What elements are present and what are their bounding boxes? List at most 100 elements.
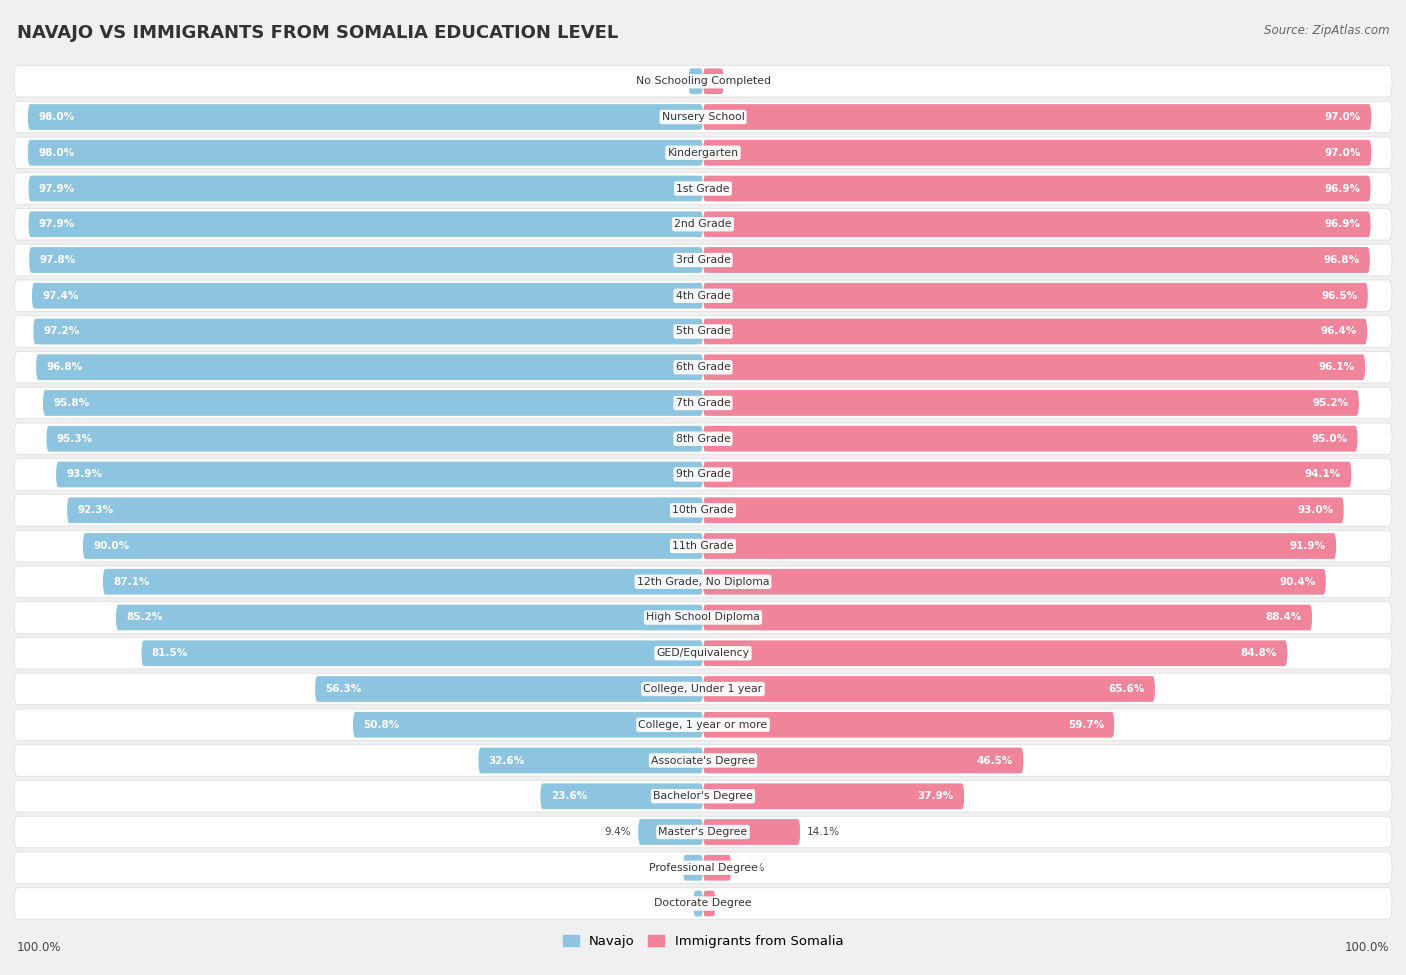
FancyBboxPatch shape	[703, 712, 1115, 738]
FancyBboxPatch shape	[14, 674, 1392, 705]
Text: 37.9%: 37.9%	[918, 792, 953, 801]
Text: 3rd Grade: 3rd Grade	[675, 255, 731, 265]
FancyBboxPatch shape	[14, 888, 1392, 919]
Text: 4.1%: 4.1%	[738, 863, 765, 873]
FancyBboxPatch shape	[14, 209, 1392, 240]
Text: 96.8%: 96.8%	[46, 363, 83, 372]
FancyBboxPatch shape	[14, 459, 1392, 490]
Text: 46.5%: 46.5%	[977, 756, 1012, 765]
Text: NAVAJO VS IMMIGRANTS FROM SOMALIA EDUCATION LEVEL: NAVAJO VS IMMIGRANTS FROM SOMALIA EDUCAT…	[17, 24, 619, 42]
FancyBboxPatch shape	[14, 352, 1392, 383]
FancyBboxPatch shape	[315, 676, 703, 702]
FancyBboxPatch shape	[46, 426, 703, 451]
Text: 7th Grade: 7th Grade	[676, 398, 730, 408]
Text: 32.6%: 32.6%	[489, 756, 524, 765]
FancyBboxPatch shape	[703, 641, 1288, 666]
Text: 59.7%: 59.7%	[1067, 720, 1104, 729]
FancyBboxPatch shape	[83, 533, 703, 559]
Text: 85.2%: 85.2%	[127, 612, 163, 622]
FancyBboxPatch shape	[14, 566, 1392, 598]
Text: 98.0%: 98.0%	[38, 112, 75, 122]
FancyBboxPatch shape	[683, 855, 703, 880]
Text: 5th Grade: 5th Grade	[676, 327, 730, 336]
FancyBboxPatch shape	[14, 816, 1392, 847]
Text: Bachelor's Degree: Bachelor's Degree	[652, 792, 754, 801]
FancyBboxPatch shape	[14, 245, 1392, 276]
FancyBboxPatch shape	[14, 316, 1392, 347]
Text: 97.0%: 97.0%	[1324, 148, 1361, 158]
Text: 56.3%: 56.3%	[325, 684, 361, 694]
Text: 97.4%: 97.4%	[42, 291, 79, 300]
Text: 100.0%: 100.0%	[1344, 941, 1389, 954]
FancyBboxPatch shape	[34, 319, 703, 344]
FancyBboxPatch shape	[142, 641, 703, 666]
Text: 93.0%: 93.0%	[1298, 505, 1333, 515]
FancyBboxPatch shape	[32, 283, 703, 309]
FancyBboxPatch shape	[14, 781, 1392, 812]
FancyBboxPatch shape	[44, 390, 703, 416]
FancyBboxPatch shape	[703, 568, 1326, 595]
FancyBboxPatch shape	[56, 461, 703, 488]
FancyBboxPatch shape	[703, 604, 1312, 631]
FancyBboxPatch shape	[14, 65, 1392, 97]
FancyBboxPatch shape	[703, 139, 1371, 166]
FancyBboxPatch shape	[14, 530, 1392, 562]
Text: No Schooling Completed: No Schooling Completed	[636, 76, 770, 86]
FancyBboxPatch shape	[703, 819, 800, 845]
Text: 97.9%: 97.9%	[39, 219, 75, 229]
Text: Master's Degree: Master's Degree	[658, 827, 748, 837]
FancyBboxPatch shape	[703, 212, 1371, 237]
Text: 96.9%: 96.9%	[1324, 183, 1360, 193]
FancyBboxPatch shape	[28, 176, 703, 202]
FancyBboxPatch shape	[703, 676, 1154, 702]
FancyBboxPatch shape	[689, 68, 703, 95]
FancyBboxPatch shape	[703, 497, 1344, 524]
Text: 100.0%: 100.0%	[17, 941, 62, 954]
FancyBboxPatch shape	[703, 68, 724, 95]
FancyBboxPatch shape	[703, 354, 1365, 380]
Text: 23.6%: 23.6%	[551, 792, 586, 801]
Text: 2.9%: 2.9%	[650, 863, 676, 873]
FancyBboxPatch shape	[703, 748, 1024, 773]
FancyBboxPatch shape	[703, 533, 1336, 559]
Text: 8th Grade: 8th Grade	[676, 434, 730, 444]
Text: 94.1%: 94.1%	[1305, 470, 1341, 480]
Text: 96.9%: 96.9%	[1324, 219, 1360, 229]
Text: 90.0%: 90.0%	[93, 541, 129, 551]
FancyBboxPatch shape	[703, 783, 965, 809]
Text: Professional Degree: Professional Degree	[648, 863, 758, 873]
FancyBboxPatch shape	[14, 173, 1392, 204]
Text: 84.8%: 84.8%	[1240, 648, 1277, 658]
Text: Kindergarten: Kindergarten	[668, 148, 738, 158]
Text: 97.0%: 97.0%	[1324, 112, 1361, 122]
FancyBboxPatch shape	[14, 423, 1392, 454]
FancyBboxPatch shape	[703, 890, 716, 916]
Text: 1.4%: 1.4%	[659, 899, 686, 909]
Text: 4th Grade: 4th Grade	[676, 291, 730, 300]
Text: 90.4%: 90.4%	[1279, 577, 1316, 587]
FancyBboxPatch shape	[703, 104, 1371, 130]
Text: 98.0%: 98.0%	[38, 148, 75, 158]
Text: GED/Equivalency: GED/Equivalency	[657, 648, 749, 658]
FancyBboxPatch shape	[638, 819, 703, 845]
Text: Doctorate Degree: Doctorate Degree	[654, 899, 752, 909]
Text: 97.9%: 97.9%	[39, 183, 75, 193]
Legend: Navajo, Immigrants from Somalia: Navajo, Immigrants from Somalia	[558, 930, 848, 954]
FancyBboxPatch shape	[703, 247, 1369, 273]
Text: 2nd Grade: 2nd Grade	[675, 219, 731, 229]
FancyBboxPatch shape	[67, 497, 703, 524]
Text: 65.6%: 65.6%	[1108, 684, 1144, 694]
FancyBboxPatch shape	[28, 139, 703, 166]
Text: High School Diploma: High School Diploma	[647, 612, 759, 622]
Text: Associate's Degree: Associate's Degree	[651, 756, 755, 765]
FancyBboxPatch shape	[14, 602, 1392, 633]
Text: 97.2%: 97.2%	[44, 327, 80, 336]
FancyBboxPatch shape	[353, 712, 703, 738]
Text: 11th Grade: 11th Grade	[672, 541, 734, 551]
FancyBboxPatch shape	[703, 283, 1368, 309]
Text: 93.9%: 93.9%	[66, 470, 103, 480]
Text: 3.0%: 3.0%	[731, 76, 756, 86]
Text: 14.1%: 14.1%	[807, 827, 841, 837]
Text: 95.3%: 95.3%	[56, 434, 93, 444]
Text: 91.9%: 91.9%	[1289, 541, 1326, 551]
